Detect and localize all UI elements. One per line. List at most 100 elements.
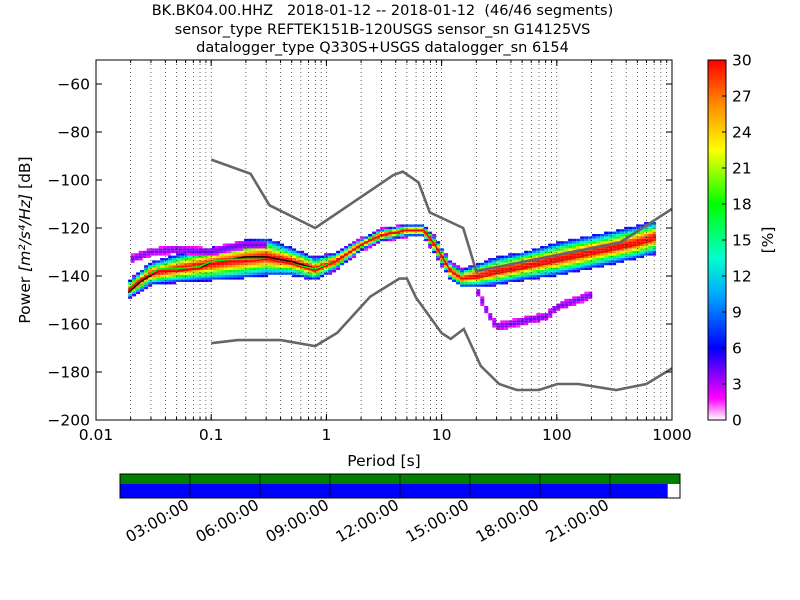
density-cell	[170, 248, 175, 251]
density-cell	[224, 270, 229, 273]
density-cell	[256, 274, 261, 278]
density-cell	[364, 243, 369, 246]
density-cell	[154, 248, 159, 251]
density-cell	[196, 279, 201, 282]
density-cell	[484, 284, 489, 287]
density-cell	[214, 253, 219, 256]
density-cell	[492, 318, 497, 321]
density-cell	[140, 286, 145, 290]
density-cell	[572, 265, 577, 268]
density-cell	[440, 258, 445, 261]
density-cell	[216, 272, 221, 275]
density-cell	[472, 270, 477, 273]
density-cell	[568, 298, 573, 302]
density-cell	[564, 272, 569, 275]
density-cell	[328, 267, 333, 270]
density-cell	[246, 243, 251, 246]
density-cell	[476, 284, 481, 287]
density-cell	[292, 274, 297, 278]
density-cell	[268, 253, 273, 256]
density-cell	[296, 267, 301, 270]
density-cell	[258, 243, 263, 246]
density-cell	[612, 250, 617, 254]
density-cell	[648, 246, 653, 249]
density-cell	[492, 284, 497, 287]
density-cell	[584, 298, 589, 302]
density-cell	[548, 313, 553, 316]
density-cell	[272, 243, 277, 246]
density-cell	[132, 277, 137, 280]
density-cell	[420, 234, 425, 237]
density-cell	[148, 262, 153, 266]
density-cell	[636, 241, 641, 244]
density-cell	[296, 258, 301, 261]
density-cell	[632, 241, 637, 244]
density-cell	[524, 272, 529, 275]
density-cell	[328, 272, 333, 275]
density-cell	[484, 265, 489, 268]
density-cell	[548, 310, 553, 314]
density-cell	[504, 322, 509, 326]
density-cell	[380, 231, 385, 234]
x-axis-label: Period [s]	[347, 452, 420, 470]
density-cell	[556, 243, 561, 246]
colorbar: 0 3 6 9 12 15 18 21 24 27 30 [%]	[707, 52, 777, 430]
density-cell	[548, 253, 553, 256]
density-cell	[604, 258, 609, 261]
density-cell	[268, 272, 273, 275]
density-cell	[220, 255, 225, 258]
density-cell	[620, 229, 625, 232]
timeline-tick-label: 18:00:00	[473, 496, 542, 546]
density-cell	[564, 306, 569, 309]
density-cell	[284, 267, 289, 270]
density-cell	[496, 267, 501, 270]
density-cell	[624, 253, 629, 256]
density-cell	[540, 248, 545, 251]
density-cell	[480, 298, 485, 302]
density-cell	[484, 308, 489, 311]
density-cell	[452, 270, 457, 273]
density-cell	[572, 296, 577, 299]
density-cell	[164, 272, 169, 275]
density-cell	[448, 262, 453, 266]
density-cell	[200, 262, 205, 266]
density-cell	[176, 255, 181, 258]
density-cell	[252, 248, 257, 251]
density-cell	[244, 272, 249, 275]
density-cell	[180, 253, 185, 256]
density-cell	[148, 277, 153, 280]
density-cell	[492, 274, 497, 278]
density-cell	[300, 270, 305, 273]
density-cell	[268, 238, 273, 242]
density-cell	[564, 267, 569, 270]
density-cell	[616, 229, 621, 232]
density-cell	[328, 270, 333, 273]
density-cell	[172, 272, 177, 275]
density-cell	[260, 262, 265, 266]
density-cell	[256, 253, 261, 256]
density-cell	[460, 267, 465, 270]
density-cell	[588, 241, 593, 244]
density-cell	[576, 246, 581, 249]
density-cell	[612, 262, 617, 266]
density-cell	[308, 260, 313, 263]
density-cell	[210, 250, 215, 254]
density-cell	[250, 241, 255, 244]
density-cell	[432, 246, 437, 249]
density-cell	[192, 279, 197, 282]
density-cell	[544, 313, 549, 316]
density-cell	[608, 255, 613, 258]
density-cell	[504, 277, 509, 280]
density-cell	[652, 234, 657, 237]
density-cell	[456, 272, 461, 275]
density-cell	[560, 306, 565, 309]
density-cell	[168, 258, 173, 261]
density-cell	[292, 265, 297, 268]
density-cell	[316, 267, 321, 270]
density-cell	[154, 250, 159, 254]
density-cell	[524, 270, 529, 273]
density-cell	[272, 246, 277, 249]
density-cell	[528, 250, 533, 254]
density-cell	[264, 265, 269, 268]
